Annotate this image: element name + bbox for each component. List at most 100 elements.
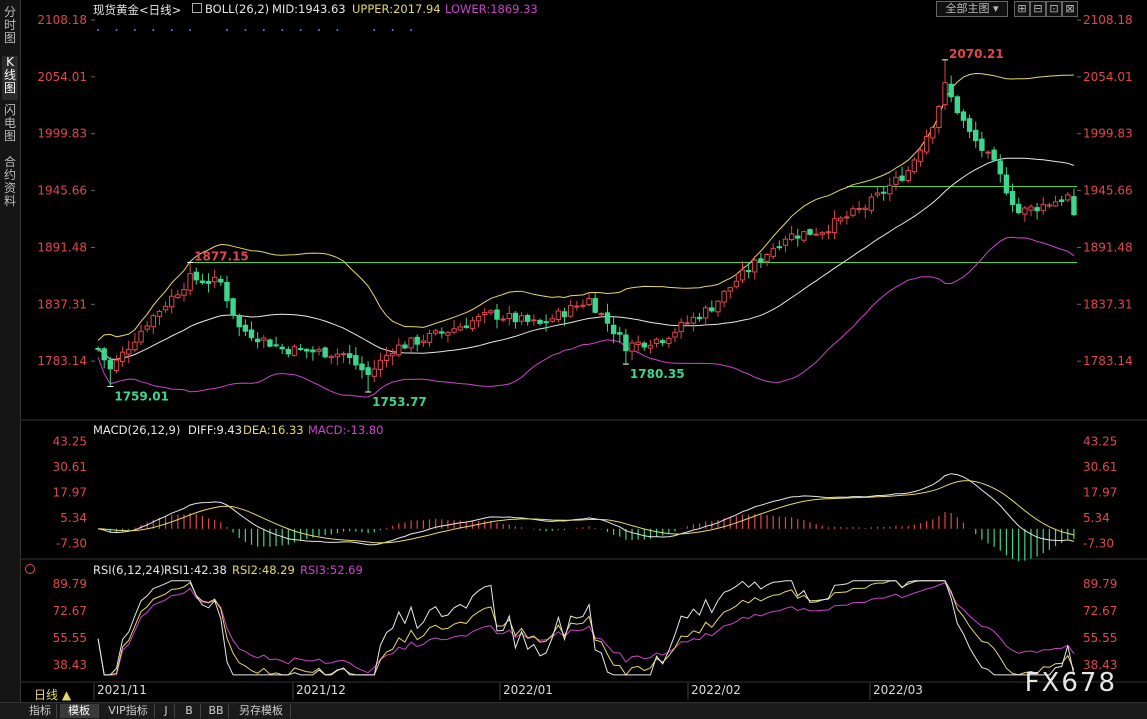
main-chart-select[interactable]: 全部主图 ▾ <box>936 1 1008 17</box>
candle-body-103 <box>727 287 733 292</box>
candle-body-109 <box>764 254 770 262</box>
candle-body-130 <box>893 176 899 185</box>
window-button-3[interactable]: ⊡ <box>1046 1 1062 17</box>
signal-dot-39 <box>336 29 339 31</box>
rsi-label-right-1: 72.67 <box>1083 604 1117 618</box>
boll-mid-line <box>97 157 1075 360</box>
candle-body-100 <box>709 307 715 312</box>
candle-body-126 <box>868 196 875 211</box>
candle-body-26 <box>254 338 261 343</box>
rsi-label-right-0: 89.79 <box>1083 577 1117 591</box>
candle-body-65 <box>494 309 500 320</box>
price-label-left-6: 1783.14 <box>37 354 87 368</box>
candle-body-40 <box>340 353 347 356</box>
candle-body-13 <box>175 294 181 298</box>
candle-body-21 <box>224 281 230 302</box>
candle-body-37 <box>322 347 328 358</box>
candle-body-81 <box>592 298 598 313</box>
candle-body-151 <box>1022 207 1028 215</box>
window-button-1[interactable]: ⊞ <box>1014 1 1030 17</box>
candle-body-30 <box>279 346 285 350</box>
candle-body-115 <box>801 231 807 241</box>
tab-template[interactable]: 模板 <box>60 704 99 718</box>
candle-body-73 <box>543 321 549 324</box>
candle-body-159 <box>1071 196 1077 216</box>
tab-time-chart[interactable]: 分时图 <box>3 5 16 45</box>
price-label-left-4: 1891.48 <box>37 240 87 254</box>
candle-body-48 <box>389 352 396 357</box>
tab-j[interactable]: J <box>158 704 175 718</box>
tab-kline-chart[interactable]: K线图 <box>2 56 18 100</box>
price-label-right-6: 1783.14 <box>1083 354 1133 368</box>
tab-vip-indicator[interactable]: VIP指标 <box>102 704 155 718</box>
settings-gear-icon[interactable] <box>25 564 35 574</box>
candle-body-120 <box>831 218 838 234</box>
candle-body-70 <box>524 315 531 322</box>
macd-diff-line <box>97 473 1075 546</box>
candle-body-129 <box>887 184 893 195</box>
candle-body-127 <box>874 192 881 196</box>
candle-body-31 <box>285 348 292 355</box>
candle-body-16 <box>193 271 199 281</box>
price-label-right-5: 1837.31 <box>1083 297 1133 311</box>
signal-dot-6 <box>133 29 136 31</box>
window-button-2[interactable]: ⊟ <box>1030 1 1046 17</box>
candle-body-145 <box>985 151 991 154</box>
candle-body-56 <box>439 331 445 334</box>
tab-indicator[interactable]: 指标 <box>24 704 57 718</box>
candle-body-153 <box>1034 207 1040 212</box>
candle-body-150 <box>1015 203 1022 214</box>
macd-label-right-1: 30.61 <box>1083 460 1117 474</box>
candle-body-0 <box>95 347 101 350</box>
signal-dot-9 <box>152 29 155 31</box>
candle-body-140 <box>954 96 961 114</box>
macd-label-right-0: 43.25 <box>1083 435 1117 449</box>
candle-body-121 <box>838 217 844 222</box>
signal-dot-51 <box>410 29 413 31</box>
tab-flash-chart[interactable]: 闪电图 <box>3 103 16 143</box>
candle-body-42 <box>353 355 359 366</box>
candle-body-112 <box>782 238 789 246</box>
tab-bb[interactable]: BB <box>204 704 229 718</box>
price-label-right-0: 2108.18 <box>1083 13 1133 27</box>
candle-body-154 <box>1040 203 1046 212</box>
macd-label-right-4: -7.30 <box>1083 537 1114 551</box>
candle-body-63 <box>482 311 488 315</box>
symbol-title: 现货黄金<日线> <box>93 3 182 17</box>
candle-body-108 <box>758 258 764 263</box>
rsi-label-right-3: 38.43 <box>1083 658 1117 672</box>
macd-label: MACD(26,12,9) <box>93 423 181 437</box>
candle-body-149 <box>1009 190 1016 205</box>
candle-body-12 <box>169 295 175 308</box>
candle-body-55 <box>432 330 439 334</box>
candle-body-137 <box>936 105 942 129</box>
tab-b[interactable]: B <box>178 704 201 718</box>
candle-body-143 <box>973 129 979 142</box>
candle-body-54 <box>426 332 433 343</box>
rsi-label-left-2: 55.55 <box>53 631 87 645</box>
macd-dea-line <box>98 480 1075 544</box>
date-label-2: 2022/01 <box>503 683 553 697</box>
candle-body-24 <box>242 324 249 332</box>
candle-body-91 <box>653 338 660 344</box>
candle-body-14 <box>181 288 187 296</box>
candle-body-113 <box>788 233 795 241</box>
macd-label-left-2: 17.97 <box>53 486 87 500</box>
candle-body-39 <box>334 353 341 358</box>
period-selector[interactable]: 日线 ▲ <box>34 688 72 702</box>
price-label-left-5: 1837.31 <box>37 297 87 311</box>
candle-body-80 <box>586 297 592 306</box>
candle-body-41 <box>347 353 353 359</box>
candle-body-117 <box>813 233 819 236</box>
candle-body-35 <box>310 349 316 353</box>
rsi-label-left-1: 72.67 <box>53 604 87 618</box>
candle-body-59 <box>457 326 463 331</box>
candle-body-86 <box>623 334 629 352</box>
window-button-4[interactable]: ⊠ <box>1062 1 1078 17</box>
tab-save-template[interactable]: 另存模板 <box>232 704 291 718</box>
candle-body-49 <box>396 344 402 356</box>
date-label-1: 2021/12 <box>296 683 346 697</box>
tab-contract-info[interactable]: 合约资料 <box>3 155 16 208</box>
signal-dot-30 <box>281 29 284 31</box>
